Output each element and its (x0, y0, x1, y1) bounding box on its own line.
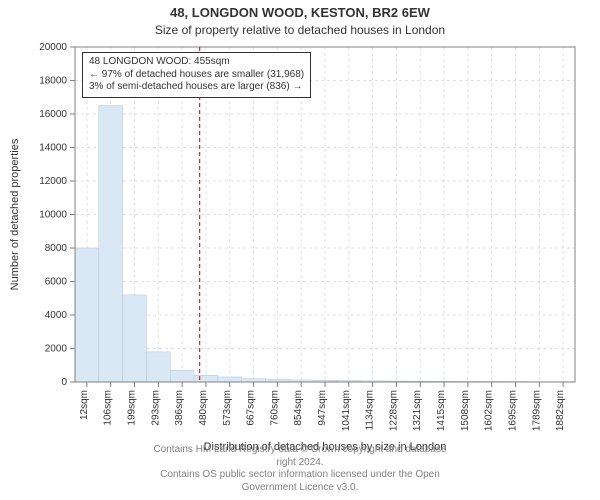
x-tick-label: 1508sqm (460, 390, 471, 431)
y-axis-label: Number of detached properties (9, 138, 21, 290)
x-tick-label: 760sqm (269, 390, 280, 426)
y-tick-label: 2000 (45, 344, 68, 355)
y-tick-label: 0 (61, 377, 67, 388)
y-tick-label: 10000 (39, 210, 67, 221)
y-tick-label: 16000 (39, 109, 67, 120)
x-tick-label: 12sqm (79, 390, 90, 420)
histogram-bar (99, 106, 123, 382)
y-tick-label: 6000 (45, 277, 68, 288)
y-tick-label: 14000 (39, 143, 67, 154)
x-tick-label: 1321sqm (412, 390, 423, 431)
x-tick-label: 1602sqm (484, 390, 495, 431)
attribution: Contains HM Land Registry data © Crown c… (150, 444, 450, 494)
x-tick-label: 106sqm (103, 390, 114, 426)
x-tick-label: 480sqm (198, 390, 209, 426)
attribution-line-1: Contains HM Land Registry data © Crown c… (150, 444, 450, 469)
attribution-line-2: Contains OS public sector information li… (150, 469, 450, 494)
x-tick-label: 199sqm (127, 390, 138, 426)
x-tick-label: 667sqm (246, 390, 257, 426)
histogram-bar (75, 248, 99, 382)
x-tick-label: 293sqm (150, 390, 161, 426)
histogram-bar (170, 370, 194, 382)
y-tick-label: 12000 (39, 176, 67, 187)
annotation-line-3: 3% of semi-detached houses are larger (8… (89, 81, 304, 94)
x-tick-label: 1695sqm (507, 390, 518, 431)
histogram-bar (146, 352, 170, 382)
x-tick-label: 1415sqm (436, 390, 447, 431)
histogram-bar (242, 379, 266, 382)
x-tick-label: 947sqm (317, 390, 328, 426)
x-tick-label: 386sqm (174, 390, 185, 426)
annotation-box: 48 LONGDON WOOD: 455sqm ← 97% of detache… (82, 52, 311, 98)
annotation-line-1: 48 LONGDON WOOD: 455sqm (89, 56, 304, 69)
x-tick-label: 1041sqm (341, 390, 352, 431)
x-tick-label: 1228sqm (388, 390, 399, 431)
annotation-line-2: ← 97% of detached houses are smaller (31… (89, 69, 304, 82)
histogram-bar (123, 295, 147, 382)
y-tick-label: 18000 (39, 76, 67, 87)
x-tick-label: 854sqm (293, 390, 304, 426)
x-tick-label: 573sqm (222, 390, 233, 426)
x-tick-label: 1882sqm (555, 390, 566, 431)
x-tick-label: 1789sqm (531, 390, 542, 431)
y-tick-label: 20000 (39, 42, 67, 53)
histogram-bar (194, 375, 218, 382)
x-tick-label: 1134sqm (365, 390, 376, 430)
y-tick-label: 4000 (45, 310, 68, 321)
histogram-bar (218, 377, 242, 382)
y-tick-label: 8000 (45, 243, 68, 254)
